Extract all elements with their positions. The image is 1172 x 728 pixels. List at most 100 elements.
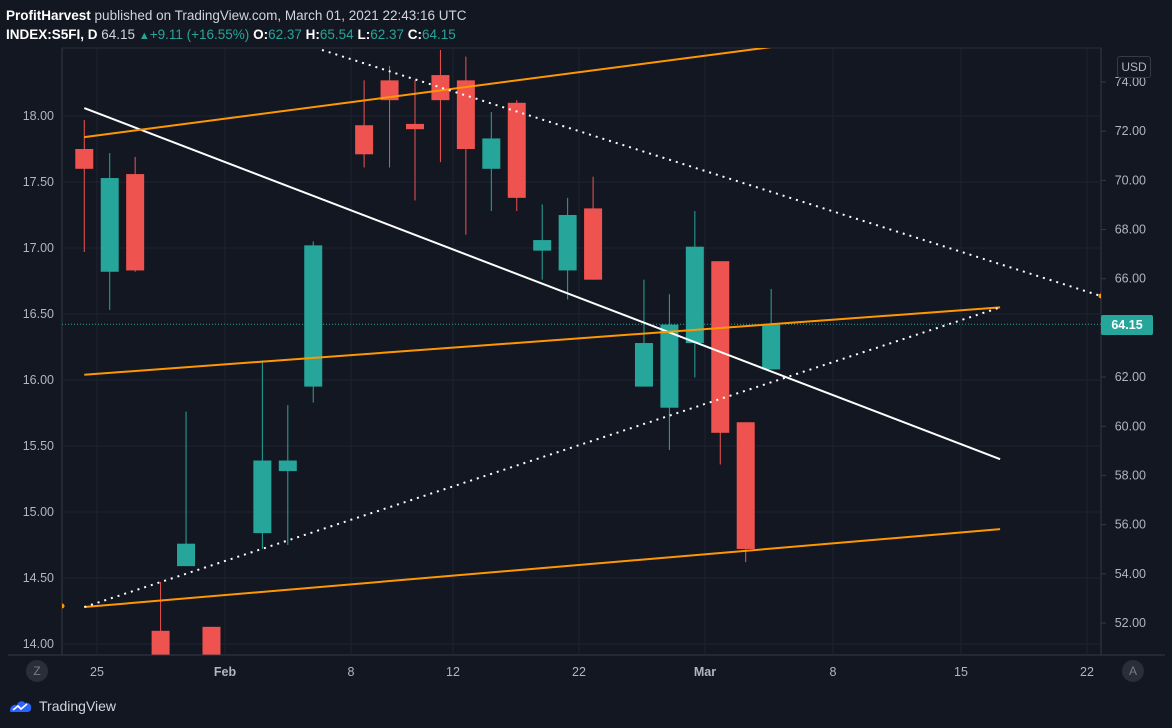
time-tick-label: 15 [954,665,968,679]
trend-line [84,306,1001,376]
candle-body [177,543,196,567]
candle [762,288,781,370]
right-tick-label: 62.00 [1115,370,1146,384]
right-tick-label: 60.00 [1115,419,1146,433]
time-tick-label: Mar [694,665,716,679]
line-anchor [62,603,65,609]
candle-body [406,123,424,130]
candle-body [533,240,552,251]
candle-body [100,178,119,272]
candles [75,50,781,655]
time-tick-label: 8 [830,665,837,679]
low-value: 62.37 [370,27,404,42]
candle [685,211,704,378]
trend-line [84,48,772,139]
right-tick-label: 68.00 [1115,223,1146,237]
candle-body [660,324,679,408]
candle-body [380,80,399,101]
candle [660,294,679,450]
candle [202,626,221,655]
candle-body [278,460,297,472]
price-change: +9.11 (+16.55%) [149,27,250,42]
candle-body [507,102,526,198]
trend-line [84,528,1001,609]
left-tick-label: 15.00 [23,505,54,519]
candle-body [253,460,272,534]
candle-body [75,149,94,169]
time-tick-label: 8 [348,665,355,679]
candle-body [304,245,323,387]
candle [253,360,272,549]
candle-body [558,215,577,271]
time-axis: 25 Feb 8 12 22 Mar 8 15 22 [90,665,1094,679]
high-label: H: [305,27,320,42]
candle-body [762,324,781,370]
candle [100,152,119,311]
zoom-button[interactable]: Z [26,660,48,682]
candle [533,204,552,280]
left-price-axis: 18.00 17.50 17.00 16.50 16.00 15.50 15.00 14.50… [23,109,54,651]
right-tick-label: 72.00 [1115,124,1146,138]
candle-body [202,626,221,655]
candle-body [126,174,145,271]
candle [126,156,145,272]
published-info: published on TradingView.com, March 01, … [94,8,467,23]
left-tick-label: 18.00 [23,109,54,123]
candle-body [482,138,501,169]
candle-body [431,75,450,101]
chart-grid [8,47,1165,656]
candle [278,405,297,545]
high-value: 65.54 [319,27,354,42]
right-tick-label: 70.00 [1115,173,1146,187]
chart-header: ProfitHarvest published on TradingView.c… [6,6,467,46]
tradingview-logo[interactable]: TradingView [8,698,116,714]
triangle-up-icon: ▲ [138,30,150,42]
candle [151,581,170,655]
left-tick-label: 15.50 [23,439,54,453]
candle-body [736,422,755,549]
candle-body [151,630,170,655]
trend-line [83,306,1001,608]
left-tick-label: 16.00 [23,373,54,387]
candle [711,261,730,465]
close-value: 64.15 [422,27,456,42]
candle-body [685,246,704,344]
candle [482,112,501,212]
low-label: L: [357,27,371,42]
open-value: 62.37 [268,27,302,42]
line-anchor [1098,293,1101,299]
right-tick-label: 52.00 [1115,616,1146,630]
candle [380,65,399,168]
auto-scale-button[interactable]: A [1122,660,1144,682]
candle [558,197,577,300]
right-tick-label: 54.00 [1115,567,1146,581]
candle-body [584,208,603,280]
candle-body [634,343,653,387]
author-name[interactable]: ProfitHarvest [6,8,91,23]
candle [177,411,196,567]
time-tick-label: Feb [214,665,237,679]
candle [406,80,424,201]
candle-body [711,261,730,433]
footer [0,689,1172,728]
right-tick-label: 74.00 [1115,75,1146,89]
time-tick-label: 25 [90,665,104,679]
candle-body [355,125,374,155]
candle [736,422,755,563]
symbol-label: INDEX:S5FI, D [6,27,98,42]
left-tick-label: 14.50 [23,571,54,585]
currency-label[interactable]: USD [1117,56,1151,78]
candle-body [456,80,475,149]
right-price-axis: 74.0072.0070.0068.0066.0064.0062.0060.00… [1101,75,1146,630]
brand-name: TradingView [39,698,117,714]
right-tick-label: 58.00 [1115,468,1146,482]
trend-line [321,49,1101,297]
open-label: O: [253,27,269,42]
left-tick-label: 17.00 [23,241,54,255]
time-tick-label: 22 [1080,665,1094,679]
candle [431,50,450,163]
candle [355,80,374,168]
candle [456,56,475,235]
last-price: 64.15 [101,27,136,42]
